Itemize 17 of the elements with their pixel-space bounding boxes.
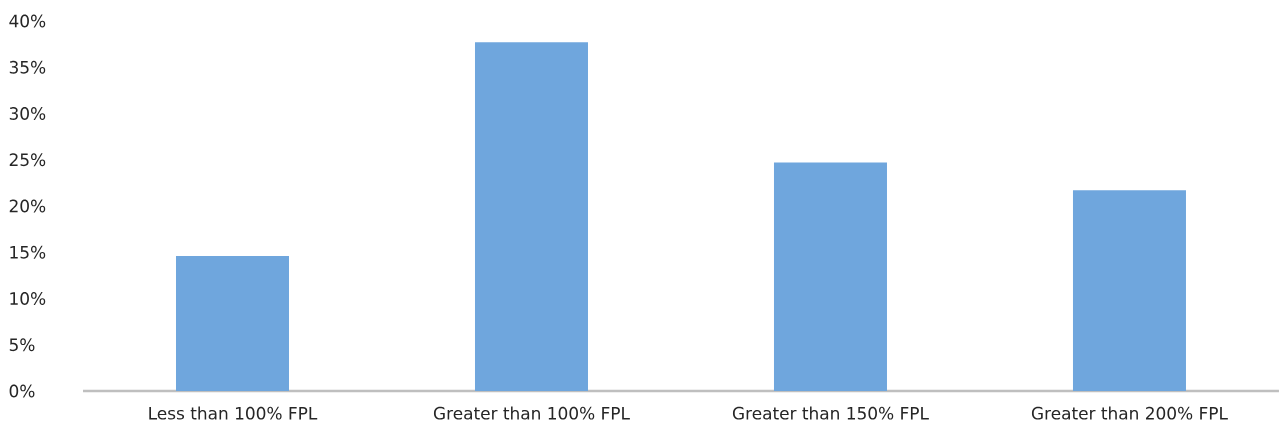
x-tick-label: Greater than 150% FPL <box>732 406 929 420</box>
bar <box>176 255 289 391</box>
bar <box>773 162 887 391</box>
y-tick-label: 30% <box>9 107 46 120</box>
y-tick-label: 20% <box>9 199 46 213</box>
y-tick-label: 35% <box>9 60 46 74</box>
y-tick-label: 15% <box>10 245 46 259</box>
y-tick-label: 40% <box>9 14 46 28</box>
bar <box>1072 190 1186 391</box>
y-tick-label: 10% <box>10 292 46 305</box>
y-tick-label: 0% <box>9 384 35 398</box>
x-tick-label: Greater than 100% FPL <box>433 406 630 420</box>
bar <box>474 42 588 391</box>
y-tick-label: 25% <box>9 153 46 167</box>
x-tick-label: Greater than 200% FPL <box>1031 406 1228 420</box>
x-tick-label: Less than 100% FPL <box>149 406 318 420</box>
y-tick-label: 5% <box>9 338 35 352</box>
